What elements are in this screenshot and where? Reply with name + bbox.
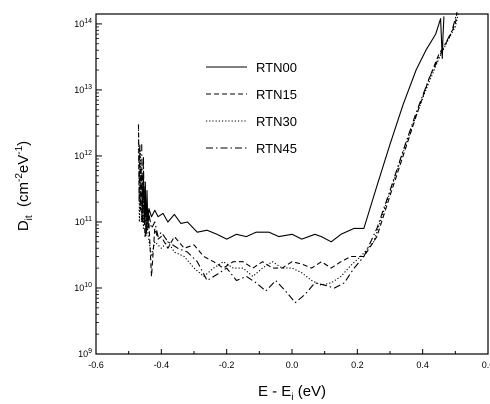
series-line-rtn30: [137, 12, 460, 286]
x-axis-title: E - Ei (eV): [258, 383, 326, 403]
x-tick-label: 0.4: [416, 360, 429, 370]
x-tick-label: -0.2: [219, 360, 235, 370]
legend-label-rtn15: RTN15: [256, 87, 297, 102]
legend: RTN00 RTN15 RTN30 RTN45: [206, 60, 297, 156]
y-tick-label: 1010: [74, 282, 92, 293]
y-tick-label: 1013: [74, 84, 92, 95]
y-tick-label: 1012: [74, 150, 92, 161]
x-tick-label: 0.6: [482, 360, 490, 370]
y-tick-label: 109: [78, 348, 92, 359]
series-line-rtn15: [137, 12, 458, 277]
legend-label-rtn45: RTN45: [256, 141, 297, 156]
x-tick-label: 0.2: [351, 360, 364, 370]
axis-ticks: [95, 23, 489, 355]
legend-label-rtn30: RTN30: [256, 114, 297, 129]
series-lines: [137, 12, 460, 304]
x-tick-label: -0.4: [154, 360, 170, 370]
series-line-rtn00: [142, 16, 445, 243]
x-tick-label: -0.6: [88, 360, 104, 370]
y-axis-title: Dit (cm-2eV-1): [14, 141, 35, 231]
y-tick-label: 1011: [75, 216, 92, 227]
y-tick-label: 1014: [74, 18, 92, 29]
x-tick-label: 0.0: [286, 360, 299, 370]
legend-label-rtn00: RTN00: [256, 60, 297, 75]
series-line-rtn45: [141, 12, 458, 304]
axis-tick-labels: -0.6 -0.4 -0.2 0.0 0.2 0.4 0.6 109 1010 1011 1012 1…: [74, 18, 490, 370]
